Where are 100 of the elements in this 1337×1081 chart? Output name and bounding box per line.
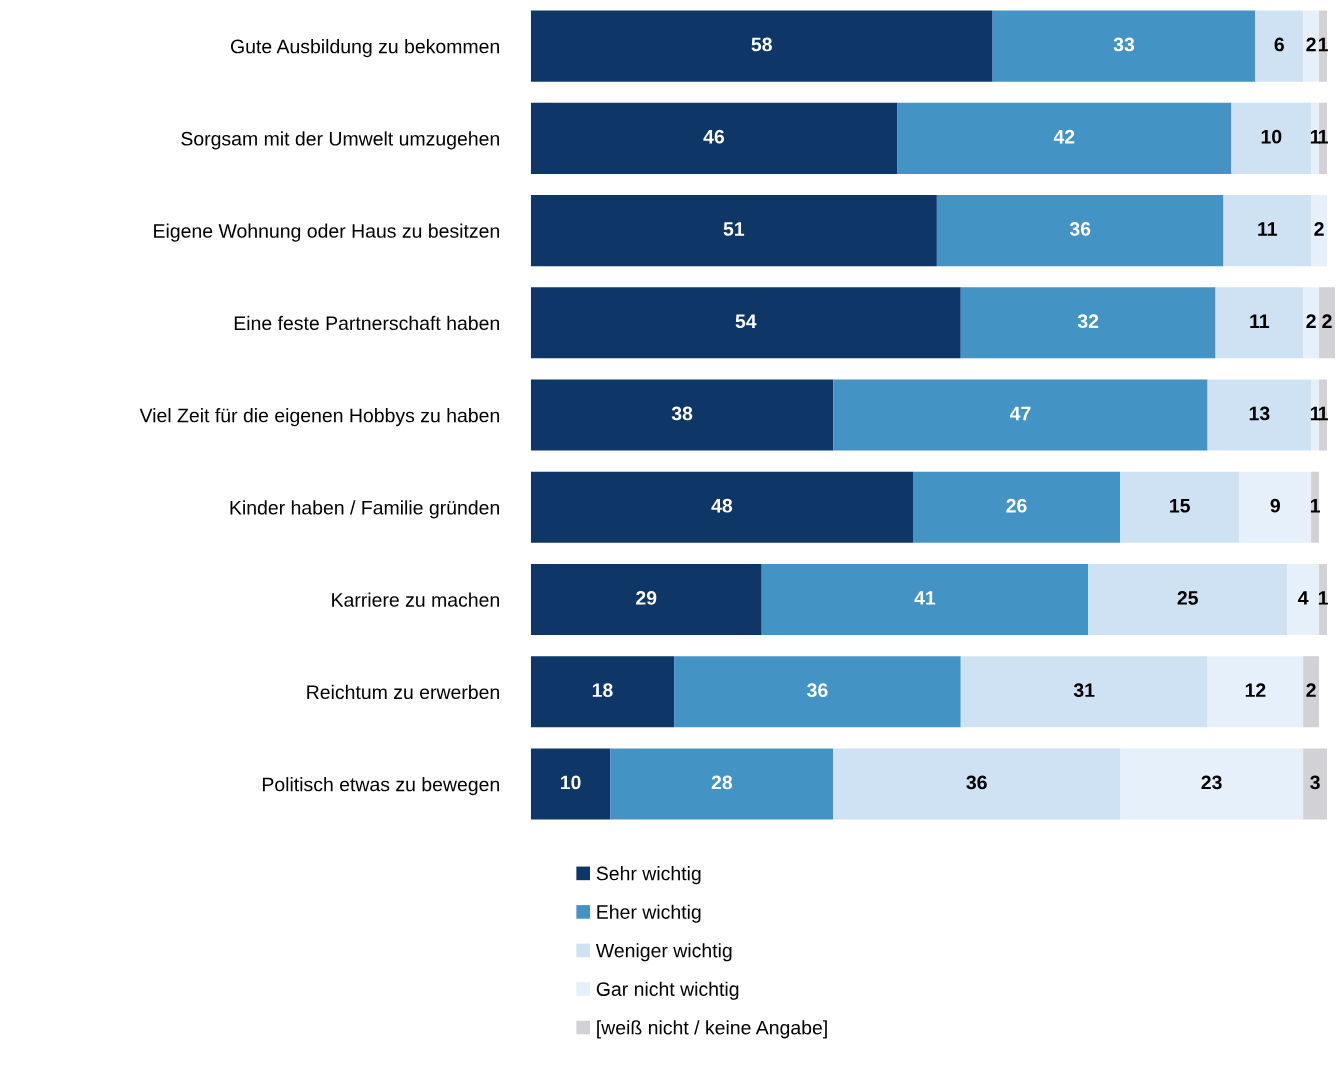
data-label: 36 — [807, 683, 828, 698]
bar — [960, 287, 1216, 359]
data-label: 32 — [1077, 314, 1099, 329]
data-label: 25 — [1177, 591, 1198, 605]
bar — [1319, 564, 1328, 636]
data-label: 1 — [1318, 406, 1328, 421]
bar — [1303, 10, 1320, 82]
data-label: 12 — [1245, 683, 1266, 697]
data-label: 2 — [1306, 37, 1316, 52]
data-label: 3 — [1310, 775, 1320, 790]
bar — [1239, 471, 1312, 543]
data-label: 1 — [1310, 499, 1320, 513]
bar — [960, 656, 1208, 728]
data-label: 2 — [1306, 683, 1316, 697]
data-label: 36 — [966, 775, 987, 790]
data-label: 23 — [1201, 775, 1222, 790]
data-label: 13 — [1249, 406, 1270, 421]
y-tick-label: Sorgsam mit der Umwelt umzugehen — [181, 131, 499, 150]
y-tick-label: Karriere zu machen — [332, 592, 499, 607]
bar — [530, 10, 993, 82]
bar — [912, 471, 1121, 543]
bar — [1303, 287, 1320, 359]
legend-label: Weniger wichtig — [595, 943, 732, 962]
bar — [1311, 102, 1320, 174]
data-label: 41 — [914, 591, 936, 605]
data-label: 42 — [1053, 129, 1075, 144]
bar — [936, 195, 1224, 267]
bar — [674, 656, 961, 728]
data-label: 11 — [1258, 222, 1278, 236]
data-label: 4 — [1298, 591, 1309, 605]
bar — [1255, 10, 1304, 82]
bar — [1303, 748, 1328, 820]
data-label: 2 — [1322, 314, 1332, 328]
data-label: 46 — [703, 129, 725, 144]
bar — [1319, 379, 1328, 451]
bar — [1311, 379, 1320, 451]
bar — [1207, 656, 1304, 728]
y-tick-label: Gute Ausbildung zu bekommen — [231, 39, 499, 58]
bar — [1120, 471, 1240, 543]
data-label: 31 — [1073, 683, 1095, 698]
bar — [530, 379, 834, 451]
data-label: 11 — [1250, 314, 1270, 328]
bar — [992, 10, 1256, 82]
bar — [1223, 195, 1312, 267]
bar — [761, 564, 1089, 636]
bar — [530, 748, 611, 820]
y-tick-label: Reichtum zu erwerben — [307, 684, 499, 700]
bar — [530, 564, 762, 636]
data-label: 2 — [1306, 314, 1316, 328]
data-label: 47 — [1009, 406, 1031, 421]
data-label: 15 — [1170, 499, 1190, 513]
bar — [1319, 102, 1328, 174]
bar — [897, 102, 1232, 174]
data-label: 1 — [1318, 591, 1328, 605]
bar — [833, 748, 1121, 820]
bar — [1311, 471, 1320, 543]
bar — [1311, 195, 1328, 267]
bar — [1207, 379, 1312, 451]
data-label: 10 — [561, 775, 581, 790]
bar — [530, 195, 937, 267]
data-label: 1 — [1310, 130, 1320, 144]
bar — [1088, 564, 1288, 636]
data-label: 1 — [1318, 130, 1328, 144]
data-label: 1 — [1318, 37, 1328, 52]
data-label: 54 — [735, 314, 757, 329]
bar — [1319, 10, 1328, 82]
bar — [1231, 102, 1312, 174]
data-label: 48 — [711, 498, 733, 513]
bar — [610, 748, 834, 820]
bar — [530, 102, 898, 174]
data-label: 33 — [1113, 37, 1135, 52]
data-label: 10 — [1261, 129, 1282, 144]
data-label: 28 — [711, 775, 733, 790]
bar — [1303, 656, 1320, 728]
data-label: 29 — [636, 591, 657, 605]
bar — [530, 471, 913, 543]
legend-label: [weiß nicht / keine Angabe] — [597, 1020, 827, 1039]
legend-label: Eher wichtig — [597, 904, 701, 923]
data-label: 58 — [751, 37, 772, 52]
legend-label: Sehr wichtig — [596, 866, 701, 885]
y-tick-label: Politisch etwas zu bewegen — [262, 777, 499, 796]
y-tick-label: Eigene Wohnung oder Haus zu besitzen — [154, 223, 499, 242]
data-label: 18 — [592, 683, 613, 698]
bar — [833, 379, 1208, 451]
data-label: 9 — [1270, 498, 1280, 513]
bar — [1215, 287, 1304, 359]
y-tick-label: Eine feste Partnerschaft haben — [234, 315, 499, 331]
bar — [530, 656, 675, 728]
data-label: 38 — [671, 406, 693, 421]
data-label: 36 — [1069, 222, 1091, 236]
legend-label: Gar nicht wichtig — [596, 981, 739, 1000]
data-label: 1 — [1310, 406, 1320, 421]
bar — [1120, 748, 1304, 820]
y-tick-label: Kinder haben / Familie gründen — [230, 500, 499, 519]
bar — [530, 287, 961, 359]
bar — [1287, 564, 1320, 636]
data-label: 26 — [1006, 498, 1027, 513]
y-tick-label: Viel Zeit für die eigenen Hobbys zu haben — [139, 408, 499, 427]
data-label: 6 — [1274, 37, 1284, 52]
data-label: 2 — [1314, 222, 1324, 236]
